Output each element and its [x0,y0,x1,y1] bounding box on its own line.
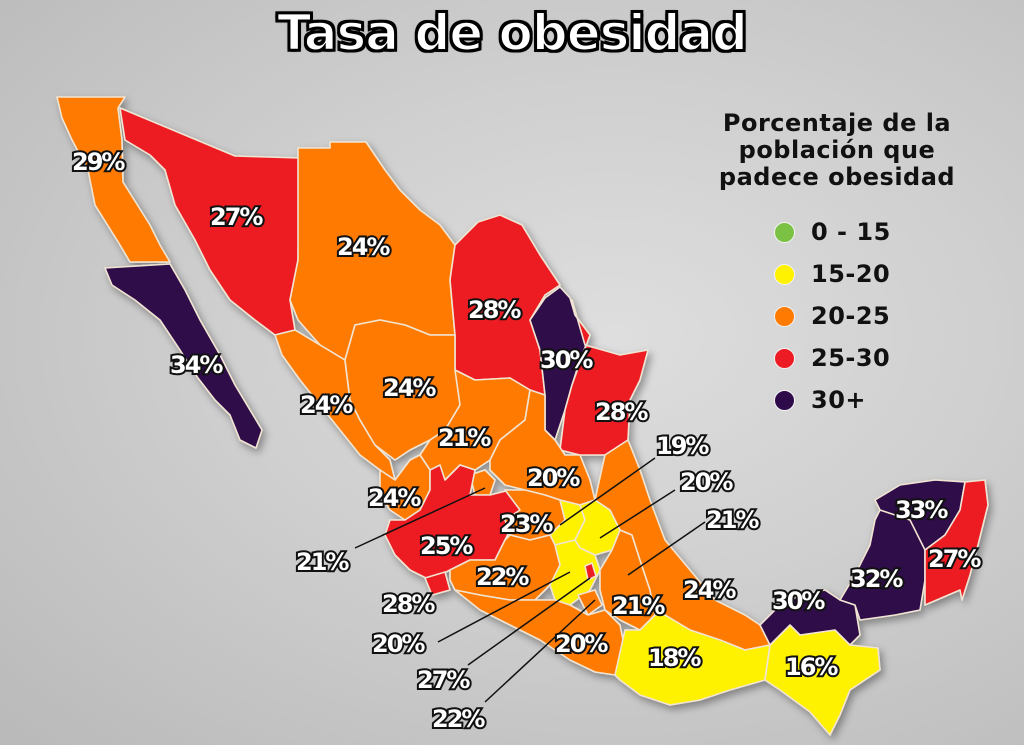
state-aguascalientes[interactable] [469,469,496,496]
legend-swatch-orange [774,305,795,327]
label-campeche: 32% [850,565,903,593]
legend-label: 30+ [811,386,867,414]
label-quintana-roo: 27% [928,545,981,573]
label-baja-california: 29% [72,148,125,176]
label-sinaloa: 24% [300,391,353,419]
label-colima: 28% [382,590,435,618]
legend-label: 25-30 [811,344,891,372]
leader-hidalgo [599,489,676,539]
state-colima[interactable] [424,571,451,596]
map-title: Tasa de obesidad [276,3,749,63]
legend-label: 20-25 [811,302,891,330]
label-sonora: 27% [210,203,263,231]
legend-swatch-green [774,221,795,243]
label-durango: 24% [383,374,436,402]
label-tamaulipas: 28% [595,398,648,426]
label-estado-de-mexico: 20% [372,630,425,658]
legend-swatch-red [774,347,795,369]
label-chiapas: 16% [785,653,838,681]
legend-title: Porcentaje de la población que padece ob… [702,110,972,191]
label-zacatecas: 21% [438,424,491,452]
label-oaxaca: 18% [648,644,701,672]
legend: Porcentaje de la población que padece ob… [702,110,972,421]
label-tlaxcala: 21% [706,506,759,534]
state-quintana-roo[interactable] [924,479,989,606]
legend-label: 15-20 [811,260,891,288]
leader-queretaro [559,457,656,526]
label-morelos: 22% [432,705,485,733]
label-baja-california-sur: 34% [170,351,223,379]
leader-tlaxcala [627,521,706,576]
label-yucatan: 33% [895,496,948,524]
state-baja-california-sur[interactable] [104,263,263,449]
legend-label: 0 - 15 [811,218,891,246]
label-michoacan: 22% [476,563,529,591]
legend-swatch-purple [774,389,795,411]
state-baja-california[interactable] [56,96,171,263]
legend-item-25-30: 25-30 [774,337,972,379]
label-chihuahua: 24% [337,233,390,261]
legend-swatch-yellow [774,263,795,285]
label-nayarit: 24% [368,484,421,512]
label-coahuila: 28% [468,296,521,324]
legend-item-15-20: 15-20 [774,253,972,295]
label-guerrero: 20% [555,630,608,658]
label-veracruz: 24% [683,576,736,604]
label-nuevo-leon: 30% [540,346,593,374]
label-tabasco: 30% [772,587,825,615]
label-aguascalientes: 21% [296,548,349,576]
label-guanajuato: 23% [500,510,553,538]
leader-morelos [484,599,596,703]
legend-title-line: población que [738,136,936,164]
state-estado-de-mexico[interactable] [549,539,601,606]
legend-item-30-plus: 30+ [774,379,972,421]
legend-title-line: Porcentaje de la [722,109,952,137]
legend-title-line: padece obesidad [718,163,956,191]
legend-item-0-15: 0 - 15 [774,211,972,253]
state-tabasco[interactable] [759,589,861,646]
leader-aguascalientes [354,487,486,549]
label-queretaro: 19% [656,432,709,460]
legend-item-20-25: 20-25 [774,295,972,337]
leader-estado-de-mexico [437,571,571,643]
state-sinaloa[interactable] [274,329,396,481]
leader-cdmx [467,577,591,666]
label-cdmx: 27% [417,666,470,694]
label-san-luis-potosi: 20% [527,464,580,492]
label-jalisco: 25% [420,532,473,560]
label-puebla: 21% [612,592,665,620]
state-cdmx[interactable] [584,562,597,581]
label-hidalgo: 20% [680,468,733,496]
state-morelos[interactable] [577,589,603,616]
